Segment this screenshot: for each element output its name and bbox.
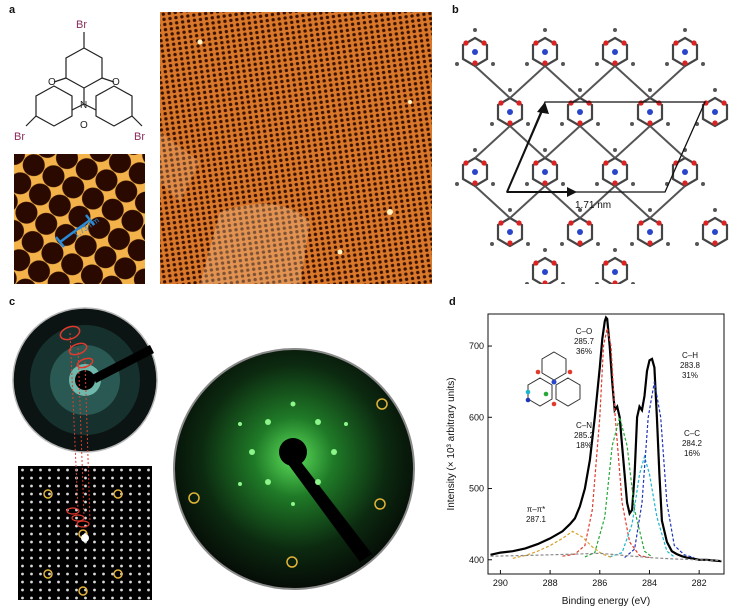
bromine-label-left: Br: [14, 131, 25, 143]
svg-text:285.2: 285.2: [574, 431, 595, 440]
simulated-leed-pattern: [18, 466, 152, 600]
series-line-2: [584, 414, 653, 558]
annotation-c-c: C–C 284.2 16%: [682, 429, 703, 458]
panel-label-b: b: [452, 4, 459, 16]
correspondence-lines: [69, 332, 91, 523]
spot-highlight-3: [76, 357, 94, 369]
lattice-label: 1.71 nm: [575, 200, 611, 211]
panel-label-a: a: [9, 4, 16, 16]
stm-zoom-image: 1.73 nm: [14, 154, 145, 284]
y-tick-label-3: 700: [469, 341, 484, 351]
y-tick-label-0: 400: [469, 555, 484, 565]
oxygen-label-2: O: [112, 77, 120, 88]
panel-label-c: c: [9, 296, 16, 308]
x-tick-label-0: 290: [493, 578, 508, 588]
nitrogen-label: N: [80, 100, 87, 111]
molecular-network: 1.71 nm: [453, 26, 730, 284]
leed-pattern-small: [12, 307, 158, 453]
panel-label-d: d: [449, 296, 456, 308]
svg-text:36%: 36%: [576, 347, 592, 356]
x-tick-label-1: 288: [543, 578, 558, 588]
svg-text:16%: 16%: [684, 449, 700, 458]
x-tick-label-2: 286: [592, 578, 607, 588]
network-nodes: [453, 26, 730, 284]
y-tick-label-1: 500: [469, 484, 484, 494]
svg-text:283.8: 283.8: [680, 361, 701, 370]
x-tick-label-3: 284: [642, 578, 657, 588]
spot-highlight-1: [59, 325, 81, 341]
spot-highlight-2: [68, 342, 88, 356]
annotation-pi-pi: π–π* 287.1: [526, 505, 547, 524]
stm-large-image: [160, 12, 432, 284]
leed-pattern-large: [173, 348, 415, 590]
svg-text:C–C: C–C: [684, 429, 700, 438]
lattice-vector-1: [506, 103, 546, 193]
y-tick-label-2: 600: [469, 412, 484, 422]
x-tick-label-4: 282: [692, 578, 707, 588]
annotation-c-o: C–O 285.7 36%: [574, 327, 595, 356]
svg-text:31%: 31%: [682, 371, 698, 380]
series-line-5: [512, 530, 613, 559]
scale-line: [59, 218, 91, 244]
svg-text:287.1: 287.1: [526, 515, 547, 524]
x-axis-label: Binding energy (eV): [562, 596, 650, 607]
series-line-6: [490, 552, 722, 562]
bromine-label-top: Br: [76, 19, 87, 31]
x-tick-layer: 290 288 286 284 282: [493, 570, 707, 588]
svg-text:284.2: 284.2: [682, 439, 703, 448]
series-line-0: [490, 315, 722, 563]
svg-text:C–O: C–O: [576, 327, 592, 336]
oxygen-label-1: O: [48, 77, 56, 88]
plot-frame: [487, 313, 725, 575]
xps-chart: 290 288 286 284 282 400 500 600 700 Binding ene…: [446, 313, 725, 607]
svg-text:π–π*: π–π*: [527, 505, 546, 514]
svg-text:285.7: 285.7: [574, 337, 595, 346]
series-layer: [490, 315, 722, 563]
svg-text:C–N: C–N: [576, 421, 592, 430]
oxygen-label-3: O: [80, 120, 88, 131]
svg-text:18%: 18%: [576, 441, 592, 450]
inset-molecule: [525, 351, 581, 407]
series-line-1: [562, 328, 650, 559]
svg-text:C–H: C–H: [682, 351, 698, 360]
annotation-c-h: C–H 283.8 31%: [680, 351, 701, 380]
y-axis-label: Intensity (× 10³ arbitrary units): [446, 377, 457, 510]
y-tick-layer: 400 500 600 700: [469, 341, 492, 565]
series-line-4: [624, 381, 695, 559]
series-line-3: [609, 454, 675, 558]
annotation-c-n: C–N 285.2 18%: [574, 421, 595, 450]
unit-cell: [506, 101, 707, 193]
molecule-structure: O O N O Br Br Br: [14, 19, 145, 143]
bromine-label-right: Br: [134, 131, 145, 143]
